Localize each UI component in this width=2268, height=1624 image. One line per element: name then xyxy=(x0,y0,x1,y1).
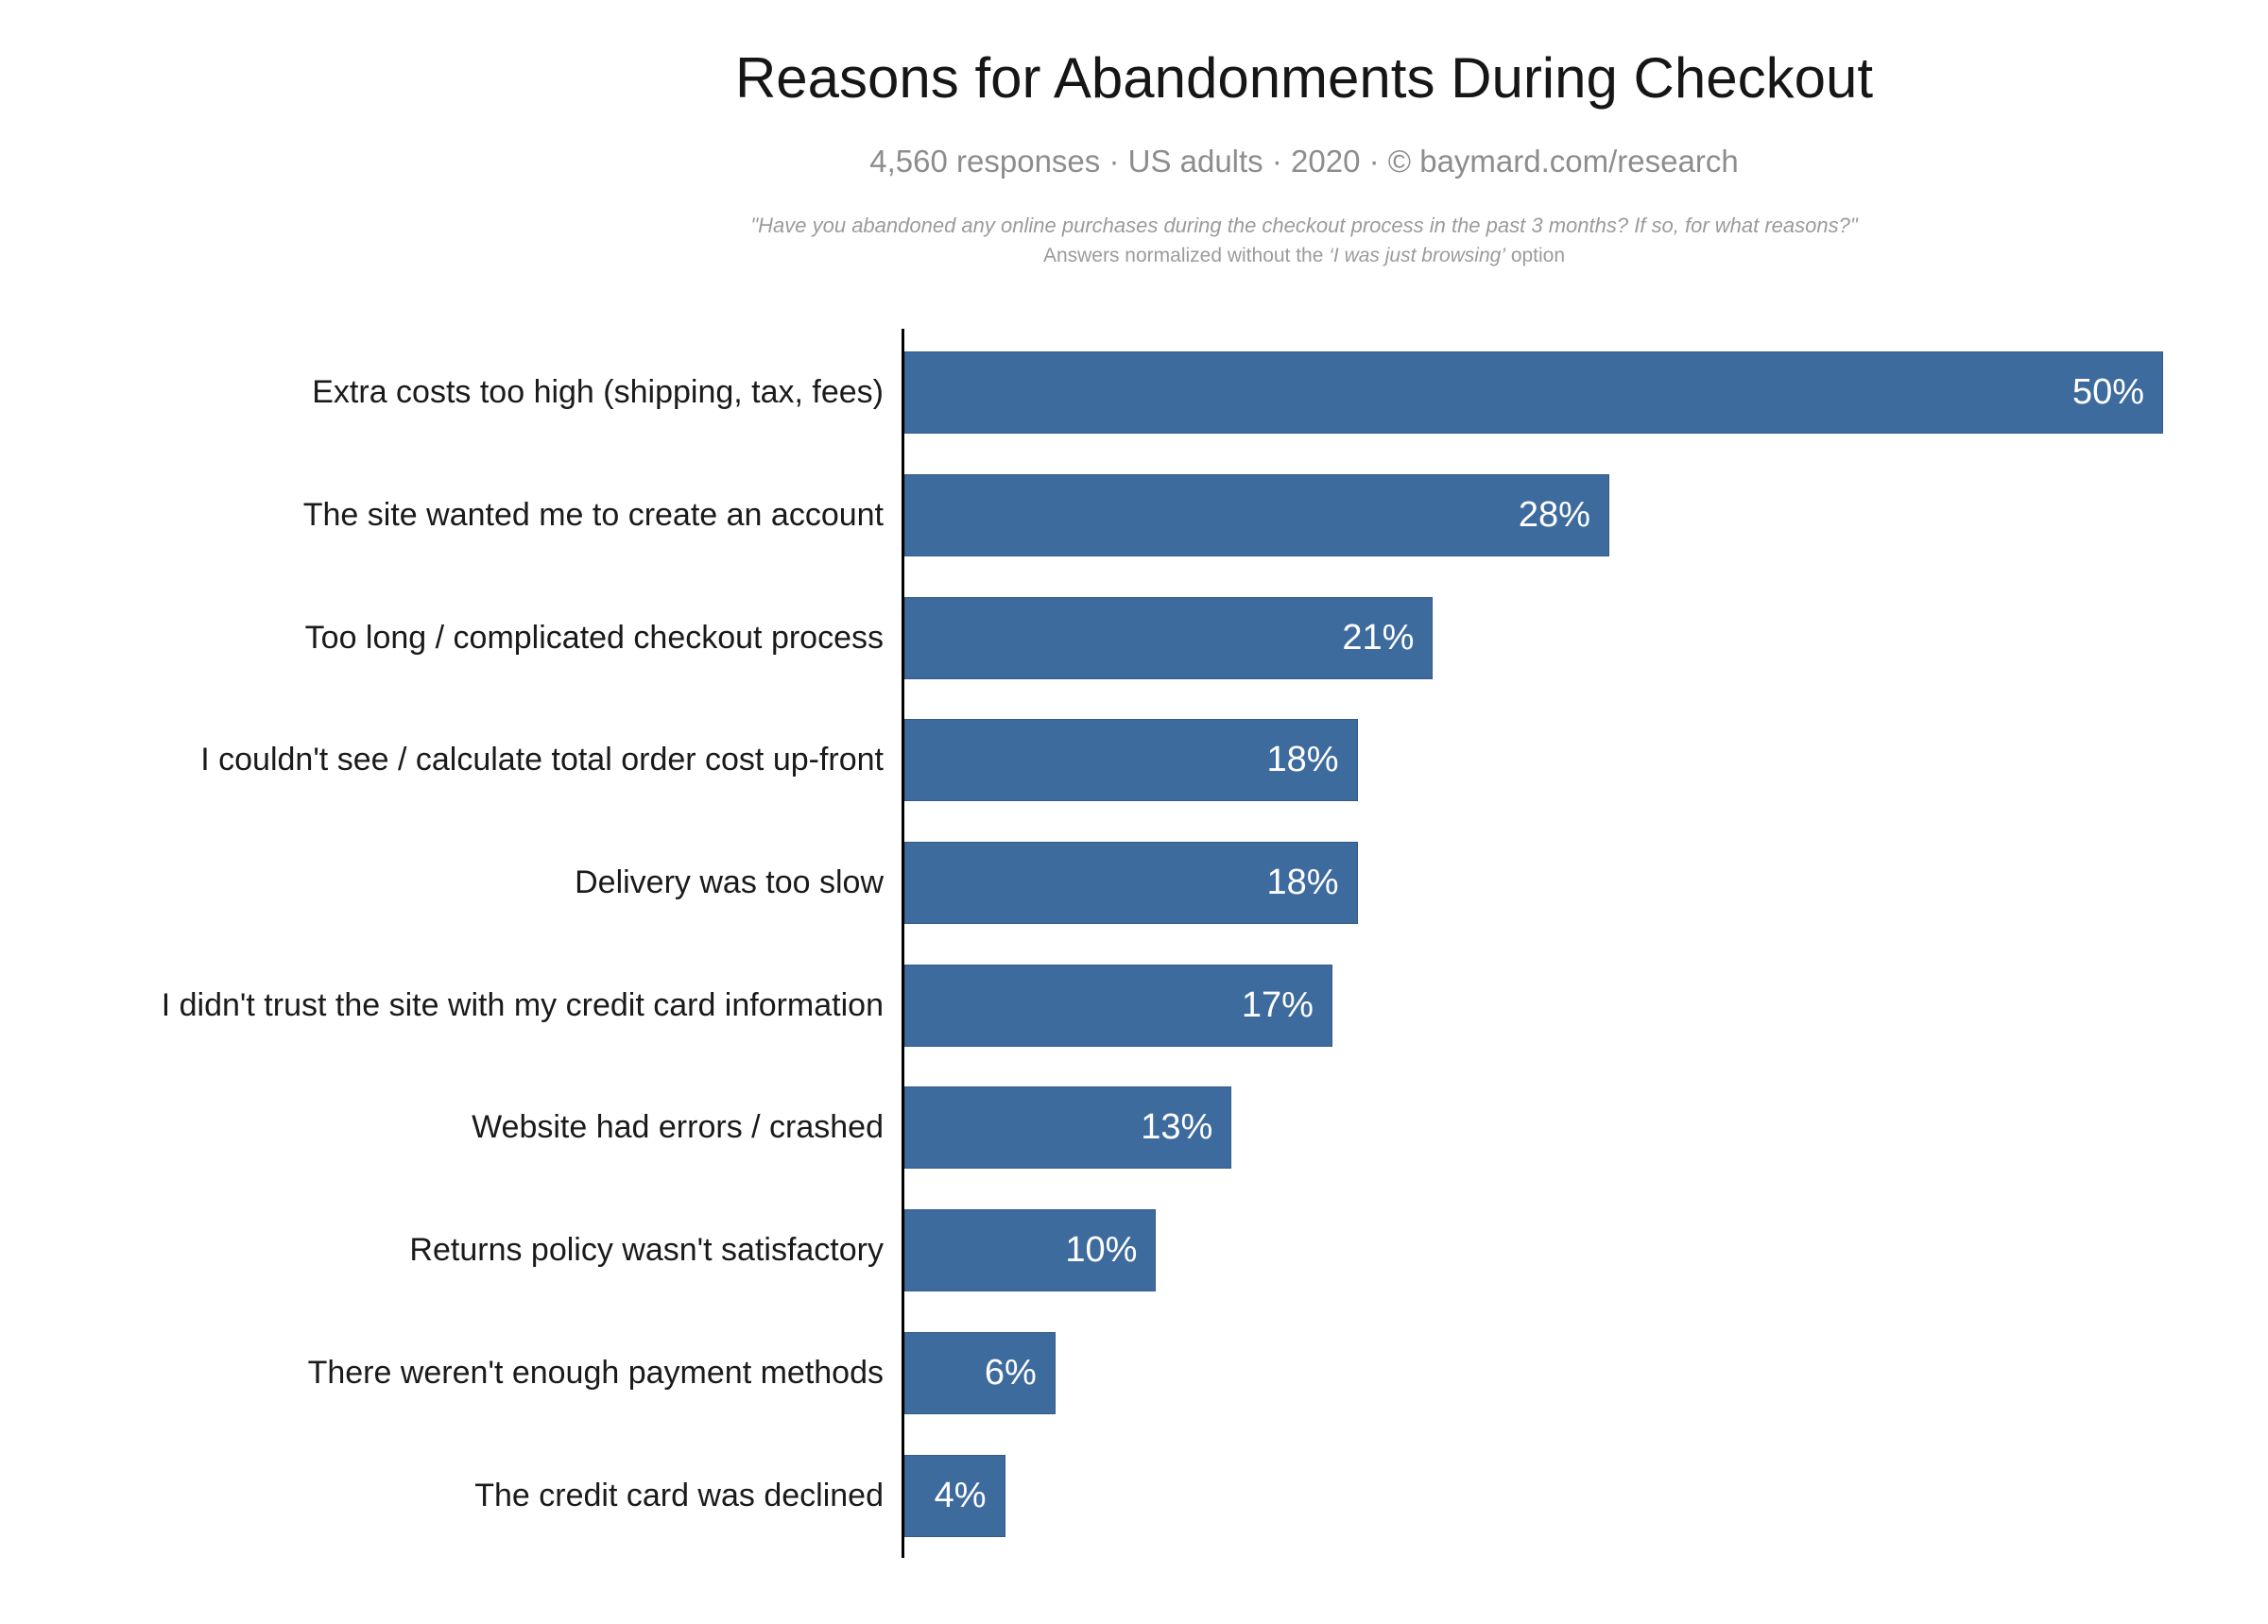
bar-value-label: 10% xyxy=(1065,1230,1138,1271)
chart-title: Reasons for Abandonments During Checkout xyxy=(734,46,1874,110)
bar-row: Delivery was too slow 18% xyxy=(0,822,2268,945)
bar-row: I couldn't see / calculate total order c… xyxy=(0,699,2268,822)
bar-chart: Extra costs too high (shipping, tax, fee… xyxy=(0,329,2268,1558)
bar: 21% xyxy=(904,596,1434,679)
bar-rows: Extra costs too high (shipping, tax, fee… xyxy=(0,332,2268,1557)
bar-label: Extra costs too high (shipping, tax, fee… xyxy=(312,374,884,411)
bar: 6% xyxy=(904,1331,1056,1414)
bar-value-label: 17% xyxy=(1241,984,1314,1025)
bar-value-label: 13% xyxy=(1141,1107,1213,1148)
bar-label: Returns policy wasn't satisfactory xyxy=(409,1232,884,1269)
chart-header: Reasons for Abandonments During Checkout… xyxy=(312,0,2268,267)
bar-row: I didn't trust the site with my credit c… xyxy=(0,944,2268,1067)
bar: 18% xyxy=(904,842,1358,925)
bar-label: Website had errors / crashed xyxy=(472,1109,884,1146)
bar-row: Extra costs too high (shipping, tax, fee… xyxy=(0,332,2268,454)
bar: 50% xyxy=(904,351,2163,435)
bar-value-label: 28% xyxy=(1518,495,1590,536)
survey-note-suffix: option xyxy=(1504,245,1566,266)
bar-label: I didn't trust the site with my credit c… xyxy=(161,986,884,1023)
bar-value-label: 50% xyxy=(2071,372,2144,413)
survey-note-italic: ‘I was just browsing’ xyxy=(1329,245,1505,266)
bar: 4% xyxy=(904,1454,1005,1537)
bar: 17% xyxy=(904,964,1332,1047)
bar-row: There weren't enough payment methods 6% xyxy=(0,1312,2268,1435)
bar-value-label: 18% xyxy=(1266,740,1339,780)
bar-row: The credit card was declined 4% xyxy=(0,1434,2268,1557)
survey-note: Answers normalized without the ‘I was ju… xyxy=(312,245,2268,267)
bar-row: Website had errors / crashed 13% xyxy=(0,1067,2268,1189)
bar-label: The credit card was declined xyxy=(474,1477,884,1513)
bar-label: The site wanted me to create an account xyxy=(302,497,884,534)
bar: 28% xyxy=(904,474,1609,557)
bar-row: Returns policy wasn't satisfactory 10% xyxy=(0,1189,2268,1312)
bar-value-label: 4% xyxy=(934,1475,987,1515)
survey-note-prefix: Answers normalized without the xyxy=(1042,245,1330,266)
bar: 10% xyxy=(904,1209,1157,1292)
bar: 18% xyxy=(904,719,1358,802)
survey-question: "Have you abandoned any online purchases… xyxy=(750,214,1858,237)
bar-label: I couldn't see / calculate total order c… xyxy=(200,742,884,778)
y-axis-line xyxy=(902,329,904,1558)
bar-row: The site wanted me to create an account … xyxy=(0,454,2268,577)
bar-value-label: 6% xyxy=(984,1352,1037,1393)
bar-label: Delivery was too slow xyxy=(575,864,884,901)
bar-row: Too long / complicated checkout process … xyxy=(0,576,2268,699)
chart-subtitle: 4,560 responses · US adults · 2020 · © b… xyxy=(869,144,1739,179)
bar-label: There weren't enough payment methods xyxy=(307,1354,884,1391)
bar-value-label: 21% xyxy=(1342,617,1415,658)
bar-value-label: 18% xyxy=(1266,863,1339,903)
bar: 13% xyxy=(904,1086,1232,1170)
bar-label: Too long / complicated checkout process xyxy=(304,619,884,656)
